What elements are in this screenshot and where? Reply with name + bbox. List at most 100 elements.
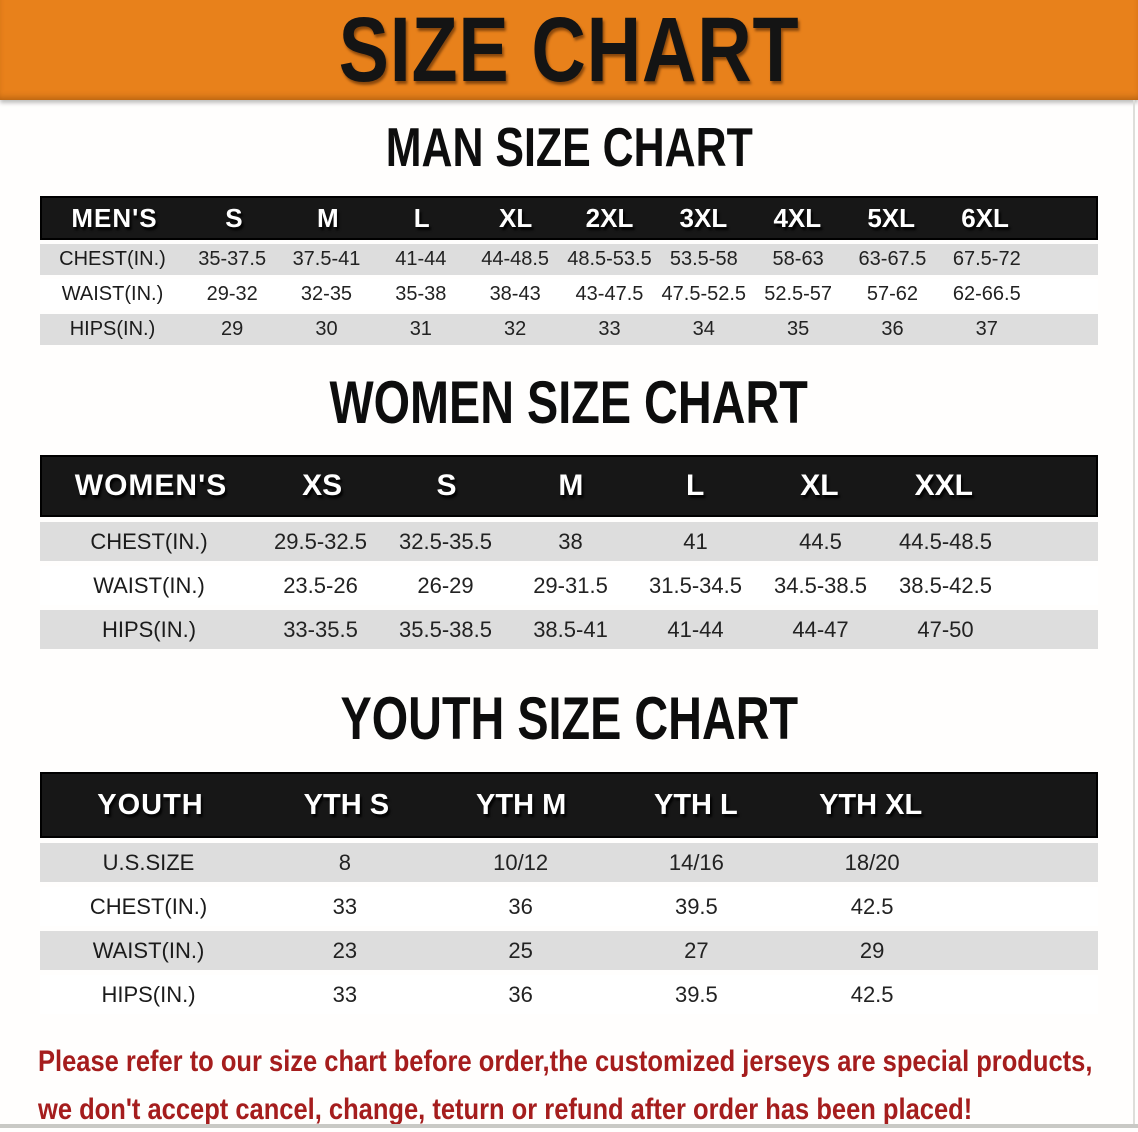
value-cell: 41-44: [395, 248, 447, 270]
value-cell: 62-66.5: [952, 283, 1021, 305]
value-cell: 36: [881, 318, 904, 340]
table-title-cell: YOUTH: [97, 788, 204, 821]
value-cell: 35-37.5: [198, 248, 267, 270]
table-row: U.S.SIZE 8 10/12 14/16 18/20: [40, 843, 1098, 882]
table-row: HIPS(IN.) 33 36 39.5 42.5: [40, 975, 1098, 1014]
disclaimer: Please refer to our size chart before or…: [38, 1038, 1134, 1132]
value-cell: 48.5-53.5: [567, 248, 652, 270]
size-header-cell: L: [413, 202, 430, 233]
table-title-cell: MEN'S: [71, 202, 158, 233]
women-size-chart-heading-text: WOMEN SIZE CHART: [329, 369, 809, 436]
table-row: WAIST(IN.) 29-32 32-35 35-38 38-43 43-47.5 47.…: [40, 279, 1098, 310]
value-cell: 18/20: [844, 849, 900, 875]
table-row: CHEST(IN.) 33 36 39.5 42.5: [40, 887, 1098, 926]
value-cell: 38: [558, 528, 583, 554]
value-cell: 23: [332, 937, 358, 963]
table-row: WAIST(IN.) 23 25 27 29: [40, 931, 1098, 970]
youth-size-chart-heading-text: YOUTH SIZE CHART: [340, 685, 798, 752]
table-header-row: WOMEN'S XS S M L XL XXL: [40, 455, 1098, 517]
value-cell: 29: [221, 318, 244, 340]
man-size-chart-heading: MAN SIZE CHART: [0, 118, 1138, 176]
value-cell: 34: [692, 318, 715, 340]
value-cell: 39.5: [674, 981, 718, 1007]
size-header-cell: 3XL: [679, 202, 728, 233]
value-cell: 67.5-72: [952, 248, 1021, 270]
value-cell: 58-63: [772, 248, 824, 270]
value-cell: 47-50: [917, 616, 974, 642]
row-label-cell: WAIST(IN.): [61, 283, 164, 305]
value-cell: 44.5-48.5: [899, 528, 992, 554]
row-label-cell: HIPS(IN.): [101, 981, 196, 1007]
value-cell: 27: [684, 937, 709, 963]
value-cell: 57-62: [866, 283, 919, 305]
size-header-cell: M: [317, 202, 339, 233]
size-header-cell: YTH S: [303, 788, 390, 821]
value-cell: 44-48.5: [481, 248, 550, 270]
womens-size-table: WOMEN'S XS S M L XL XXL CHEST(IN.) 29.5-32.5 32.5…: [40, 455, 1098, 649]
row-label-cell: WAIST(IN.): [92, 937, 205, 963]
value-cell: 35: [787, 318, 810, 340]
right-border-line: [1133, 100, 1135, 1124]
mens-size-table: MEN'S S M L XL 2XL 3XL 4XL 5XL 6XL CHEST(IN.) 35-37…: [40, 196, 1098, 345]
value-cell: 31.5-34.5: [649, 572, 742, 598]
size-header-cell: XS: [302, 469, 343, 502]
value-cell: 38.5-42.5: [899, 572, 992, 598]
value-cell: 32-35: [300, 283, 353, 305]
value-cell: 53.5-58: [669, 248, 738, 270]
value-cell: 10/12: [493, 849, 549, 875]
size-header-cell: XL: [499, 202, 533, 233]
size-header-cell: L: [685, 469, 705, 502]
row-label-cell: HIPS(IN.): [101, 616, 197, 642]
value-cell: 43-47.5: [575, 283, 644, 305]
value-cell: 26-29: [417, 572, 474, 598]
value-cell: 23.5-26: [283, 572, 358, 598]
value-cell: 8: [338, 849, 351, 875]
table-title-cell: WOMEN'S: [74, 469, 228, 502]
size-header-cell: YTH XL: [819, 788, 923, 821]
value-cell: 44.5: [799, 528, 842, 554]
size-header-cell: M: [558, 469, 584, 502]
youth-size-table: YOUTH YTH S YTH M YTH L YTH XL U.S.SIZE 8 10/12…: [40, 772, 1098, 1014]
value-cell: 14/16: [668, 849, 724, 875]
value-cell: 29.5-32.5: [274, 528, 367, 554]
size-header-cell: 4XL: [773, 202, 822, 233]
table-row: HIPS(IN.) 29 30 31 32 33 34 35 36 37: [40, 314, 1098, 345]
row-label-cell: CHEST(IN.): [89, 893, 208, 919]
value-cell: 52.5-57: [764, 283, 833, 305]
value-cell: 36: [508, 893, 533, 919]
table-row: CHEST(IN.) 35-37.5 37.5-41 41-44 44-48.5 48.5…: [40, 244, 1098, 275]
size-header-cell: 6XL: [961, 202, 1009, 233]
size-header-cell: XL: [800, 469, 839, 502]
size-header-cell: YTH M: [476, 788, 567, 821]
value-cell: 32: [504, 318, 527, 340]
row-label-cell: HIPS(IN.): [69, 318, 156, 340]
value-cell: 25: [508, 937, 533, 963]
women-size-chart-heading: WOMEN SIZE CHART: [0, 372, 1138, 434]
row-label-cell: CHEST(IN.): [59, 248, 166, 270]
value-cell: 47.5-52.5: [661, 283, 747, 305]
value-cell: 44-47: [792, 616, 849, 642]
table-header-row: MEN'S S M L XL 2XL 3XL 4XL 5XL 6XL: [40, 196, 1098, 240]
value-cell: 33: [332, 981, 358, 1007]
value-cell: 37.5-41: [292, 248, 361, 270]
value-cell: 29-32: [206, 283, 258, 305]
row-label-cell: U.S.SIZE: [102, 849, 195, 875]
value-cell: 34.5-38.5: [774, 572, 867, 598]
size-header-cell: YTH L: [653, 788, 738, 821]
row-label-cell: CHEST(IN.): [90, 528, 208, 554]
value-cell: 38-43: [489, 283, 541, 305]
man-size-chart-heading-text: MAN SIZE CHART: [385, 116, 753, 178]
value-cell: 41-44: [667, 616, 724, 642]
value-cell: 29: [859, 937, 885, 963]
table-header-row: YOUTH YTH S YTH M YTH L YTH XL: [40, 772, 1098, 838]
value-cell: 31: [409, 318, 432, 340]
size-header-cell: XXL: [914, 469, 973, 502]
value-cell: 35.5-38.5: [399, 616, 492, 642]
value-cell: 41: [683, 528, 708, 554]
value-cell: 30: [315, 318, 338, 340]
value-cell: 38.5-41: [533, 616, 608, 642]
value-cell: 29-31.5: [533, 572, 608, 598]
value-cell: 33-35.5: [283, 616, 358, 642]
table-row: WAIST(IN.) 23.5-26 26-29 29-31.5 31.5-34.5 34…: [40, 566, 1098, 605]
